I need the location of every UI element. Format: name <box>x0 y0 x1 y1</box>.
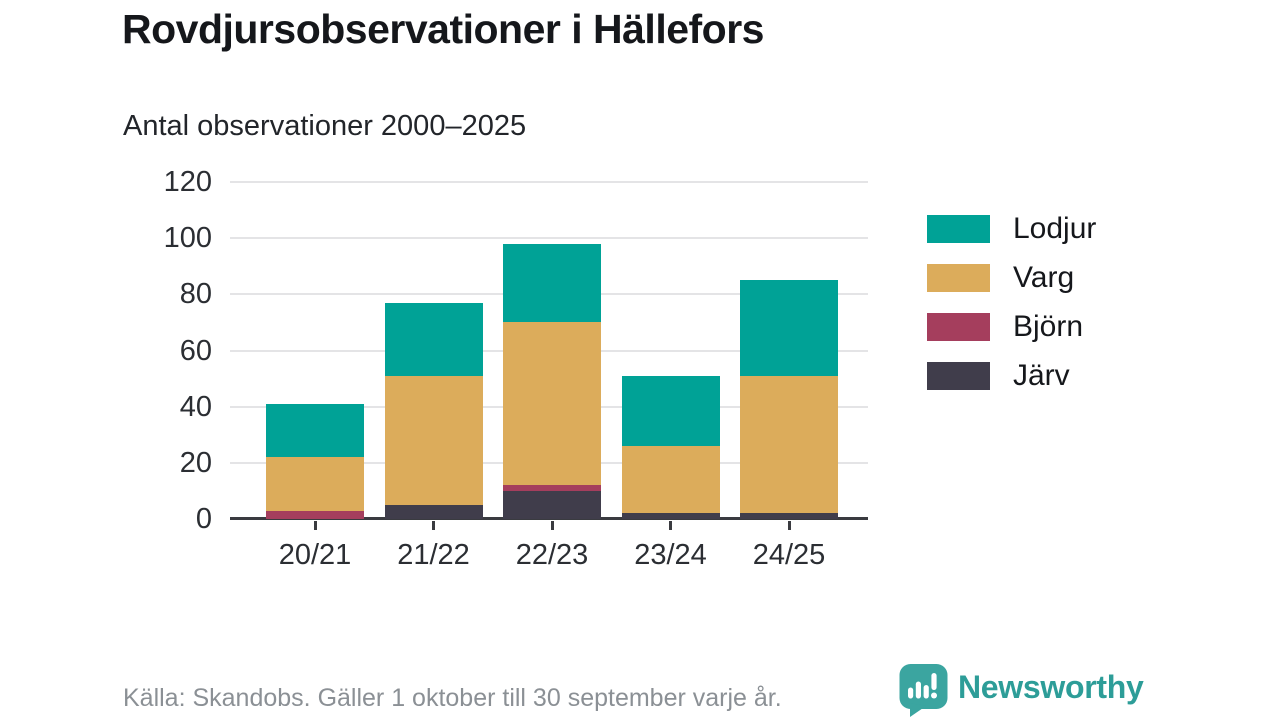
bar-segment-lodjur-21/22 <box>384 302 483 376</box>
legend-label-lodjur: Lodjur <box>1013 212 1097 245</box>
bar-segment-varg-23/24 <box>621 446 720 514</box>
bar-segment-varg-24/25 <box>740 375 838 514</box>
bar-segment-varg-21/22 <box>384 375 483 505</box>
legend-label-varg: Varg <box>1013 261 1075 294</box>
x-axis-tick <box>550 521 554 530</box>
newsworthy-logo[interactable]: Newsworthy <box>899 663 1144 718</box>
legend-item-björn: Björn <box>927 312 1096 342</box>
bar-segment-järv-21/22 <box>384 504 483 519</box>
gridline-y-120 <box>230 181 868 183</box>
x-axis-label-23/24: 23/24 <box>634 539 707 571</box>
gridline-y-100 <box>230 237 868 240</box>
bar-segment-varg-20/21 <box>266 457 364 511</box>
bar-segment-varg-22/23 <box>503 322 601 486</box>
legend-swatch-lodjur <box>927 215 990 243</box>
legend-item-varg: Varg <box>927 263 1096 293</box>
legend-item-järv: Järv <box>927 361 1096 391</box>
source-note: Källa: Skandobs. Gäller 1 oktober till 3… <box>123 684 782 712</box>
newsworthy-logo-icon <box>899 664 948 717</box>
bar-segment-järv-23/24 <box>621 513 720 519</box>
x-axis-tick <box>313 521 317 530</box>
legend-swatch-järv <box>927 362 990 390</box>
y-axis-tick-label: 80 <box>179 278 212 311</box>
legend-swatch-björn <box>927 313 990 341</box>
newsworthy-logo-text: Newsworthy <box>958 669 1144 705</box>
legend: Lodjur Varg Björn Järv <box>927 214 1096 391</box>
legend-item-lodjur: Lodjur <box>927 214 1096 244</box>
bar-segment-björn-22/23 <box>503 485 601 491</box>
y-axis-tick-label: 20 <box>179 446 212 479</box>
y-axis-tick-label: 0 <box>195 503 212 535</box>
chart-subtitle: Antal observationer 2000–2025 <box>123 110 527 142</box>
x-axis-label-21/22: 21/22 <box>397 539 470 571</box>
bar-segment-järv-22/23 <box>503 490 601 519</box>
bar-segment-lodjur-23/24 <box>621 375 720 446</box>
legend-swatch-varg <box>927 264 990 292</box>
x-axis-label-24/25: 24/25 <box>752 539 826 571</box>
x-axis-tick <box>787 521 791 530</box>
y-axis-tick-label: 120 <box>163 166 212 198</box>
y-axis-tick-label: 60 <box>179 334 212 367</box>
bar-segment-järv-24/25 <box>740 513 838 519</box>
x-axis-tick <box>432 521 435 530</box>
bar-segment-björn-20/21 <box>266 510 364 519</box>
x-axis-label-20/21: 20/21 <box>278 539 352 571</box>
x-axis-tick <box>669 521 672 530</box>
y-axis-tick-label: 100 <box>163 222 212 255</box>
plot-area: 0 20 40 60 80 100 120 20/21 21/22 22/23 23/24 24/25 <box>164 166 868 571</box>
x-axis-label-22/23: 22/23 <box>515 539 589 571</box>
bar-segment-lodjur-22/23 <box>503 243 601 323</box>
bar-segment-lodjur-24/25 <box>740 280 838 376</box>
legend-label-björn: Björn <box>1013 310 1084 343</box>
legend-label-järv: Järv <box>1013 359 1070 392</box>
y-axis-tick-label: 40 <box>179 390 212 423</box>
bar-segment-lodjur-20/21 <box>266 403 364 458</box>
chart-title: Rovdjursobservationer i Hällefors <box>122 6 764 52</box>
